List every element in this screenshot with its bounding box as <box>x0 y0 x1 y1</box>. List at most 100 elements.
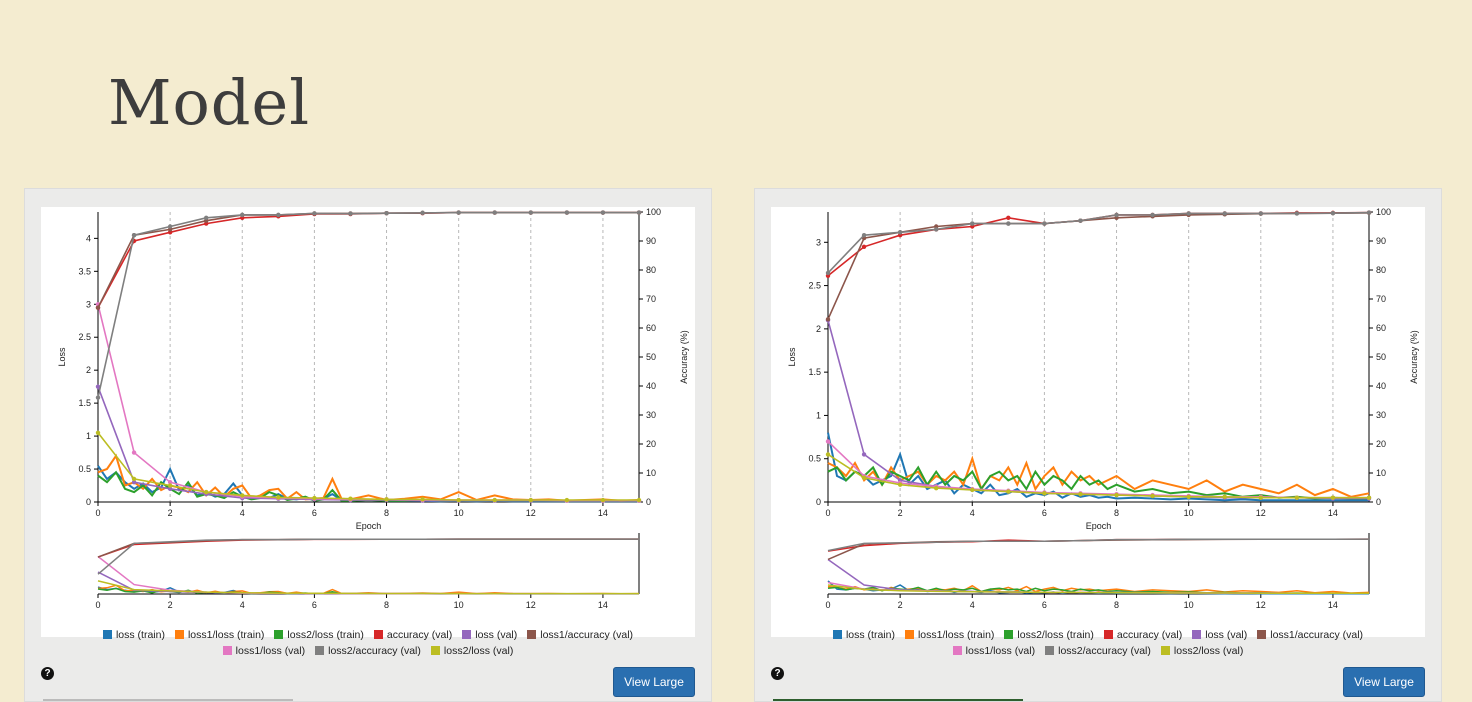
series-loss2-accuracy-val-point <box>825 270 831 276</box>
legend-item[interactable]: accuracy (val) <box>1103 629 1182 641</box>
legend-label: loss1/loss (train) <box>187 629 265 641</box>
legend-item[interactable]: loss (train) <box>102 629 165 641</box>
series-loss2-loss-val-point <box>204 489 209 495</box>
y-tick-label: 2 <box>816 324 821 334</box>
legend-swatch <box>952 646 962 655</box>
mini-series-loss-val <box>827 558 1369 595</box>
series-loss-val <box>827 319 1369 500</box>
legend-label: loss1/accuracy (val) <box>1270 629 1364 641</box>
legend-row-1: loss (train) loss1/loss (train) loss2/loss… <box>771 629 1425 641</box>
mini-x-tick-label: 6 <box>1042 600 1047 610</box>
mini-x-tick-label: 8 <box>1114 600 1119 610</box>
legend-swatch <box>1160 646 1170 655</box>
series-loss2-accuracy-val-point <box>1006 221 1011 226</box>
series-loss2-loss-val-point <box>1330 495 1336 500</box>
series-loss2-loss-val-point <box>1366 495 1372 500</box>
legend-label: loss (train) <box>115 629 165 641</box>
legend-item[interactable]: loss (train) <box>832 629 895 641</box>
series-loss2-loss-val-point <box>492 497 497 503</box>
x-tick-label: 2 <box>168 508 173 518</box>
series-loss2-accuracy-val-point <box>131 233 137 238</box>
legend-swatch <box>430 646 440 655</box>
legend-row-2: loss1/loss (val) loss2/accuracy (val) loss… <box>771 645 1425 657</box>
y2-tick-label: 70 <box>1376 294 1386 304</box>
legend-item[interactable]: accuracy (val) <box>373 629 453 641</box>
legend-item[interactable]: loss1/loss (val) <box>952 645 1036 657</box>
legend-item[interactable]: loss (val) <box>1192 629 1247 641</box>
series-loss1-accuracy-val <box>827 212 1370 320</box>
legend-swatch <box>274 630 284 639</box>
y-axis-label: Loss <box>57 347 67 367</box>
series-loss2-loss-train <box>827 465 1369 500</box>
legend-item[interactable]: loss1/accuracy (val) <box>527 629 633 641</box>
series-loss2-accuracy-val-point <box>1042 221 1047 226</box>
legend-item[interactable]: loss2/loss (val) <box>1160 645 1243 657</box>
help-icon[interactable]: ? <box>41 667 54 680</box>
legend-label: accuracy (val) <box>386 629 453 641</box>
panel-underline <box>773 699 1023 701</box>
legend-swatch <box>1103 630 1113 639</box>
series-loss2-accuracy-val-point <box>600 210 606 215</box>
series-loss2-accuracy-val-point <box>456 210 461 215</box>
series-loss2-accuracy-val-point <box>492 210 497 215</box>
series-loss2-accuracy-val-point <box>1330 210 1336 216</box>
legend-item[interactable]: loss1/accuracy (val) <box>1257 629 1363 641</box>
series-loss2-accuracy-val-point <box>1294 211 1300 216</box>
legend-item[interactable]: loss1/loss (val) <box>222 645 305 657</box>
view-large-button[interactable]: View Large <box>1343 667 1425 697</box>
legend-label: loss2/loss (train) <box>287 629 364 641</box>
legend-swatch <box>904 630 914 639</box>
view-large-button[interactable]: View Large <box>613 667 695 697</box>
legend-item[interactable]: loss2/loss (train) <box>1004 629 1094 641</box>
legend-swatch <box>1192 630 1202 639</box>
legend-item[interactable]: loss1/loss (train) <box>174 629 265 641</box>
mini-x-tick-label: 6 <box>312 600 317 610</box>
series-loss1-loss-val-point <box>167 480 173 485</box>
legend-item[interactable]: loss2/accuracy (val) <box>1045 645 1151 657</box>
series-loss1-loss-val <box>97 304 639 502</box>
series-loss2-loss-val-point <box>934 485 939 491</box>
series-loss1-loss-val-point <box>825 439 831 444</box>
series-loss2-accuracy-val-point <box>312 211 317 216</box>
y-tick-label: 1.5 <box>78 398 91 408</box>
y-tick-label: 4 <box>86 233 91 243</box>
legend-swatch <box>462 630 472 639</box>
x-tick-label: 4 <box>970 508 975 518</box>
series-loss2-loss-val-point <box>1042 491 1047 496</box>
legend-swatch <box>1004 630 1014 639</box>
x-tick-label: 0 <box>825 508 830 518</box>
y2-tick-label: 80 <box>646 265 656 275</box>
series-loss2-accuracy-val-point <box>420 210 425 216</box>
legend-item[interactable]: loss2/loss (train) <box>274 629 364 641</box>
mini-x-tick-label: 4 <box>240 600 245 610</box>
series-loss2-loss-val-point <box>348 496 353 501</box>
series-loss-val-point <box>167 486 173 492</box>
mini-x-tick-label: 0 <box>95 600 100 610</box>
legend-label: loss1/loss (train) <box>917 629 995 641</box>
series-loss2-loss-val <box>97 432 639 501</box>
y2-tick-label: 100 <box>646 207 661 217</box>
mini-x-tick-label: 2 <box>168 600 173 610</box>
legend-item[interactable]: loss1/loss (train) <box>904 629 995 641</box>
x-tick-label: 4 <box>240 508 245 518</box>
y2-tick-label: 30 <box>646 410 656 420</box>
series-loss2-loss-val-point <box>897 482 903 487</box>
series-loss2-accuracy-val-point <box>1150 212 1155 218</box>
y-tick-label: 0 <box>816 497 821 507</box>
y2-axis-label: Accuracy (%) <box>679 330 689 384</box>
series-loss2-loss-val-point <box>420 497 425 502</box>
legend-item[interactable]: loss (val) <box>462 629 517 641</box>
series-loss2-loss-val-point <box>456 497 461 503</box>
legend-item[interactable]: loss2/accuracy (val) <box>315 645 421 657</box>
mini-series-loss2-loss-val <box>827 584 1369 594</box>
mini-x-tick-label: 14 <box>1328 600 1338 610</box>
series-loss2-accuracy-val-point <box>167 224 173 229</box>
series-accuracy-val-point <box>861 244 867 249</box>
legend-swatch <box>222 646 232 655</box>
mini-x-tick-label: 0 <box>825 600 830 610</box>
legend-item[interactable]: loss2/loss (val) <box>430 645 513 657</box>
legend-label: loss1/loss (val) <box>965 645 1036 657</box>
y2-tick-label: 50 <box>646 352 656 362</box>
help-icon[interactable]: ? <box>771 667 784 680</box>
